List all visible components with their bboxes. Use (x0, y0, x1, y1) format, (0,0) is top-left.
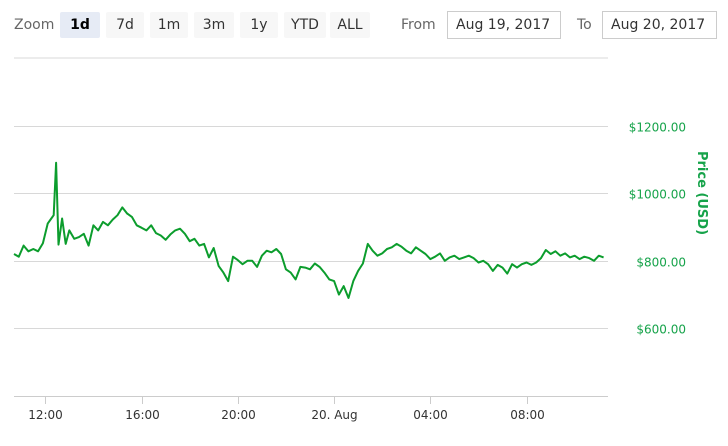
y-tick-label: $1000.00 (629, 188, 686, 202)
y-tick-label: $800.00 (636, 256, 686, 270)
x-tick-label: 08:00 (510, 408, 545, 422)
zoom-label: Zoom (14, 17, 55, 33)
x-tick-label: 20. Aug (311, 408, 357, 422)
range-selector-toolbar: Zoom 1d 7d 1m 3m 1y YTD ALL From Aug 19,… (0, 0, 728, 50)
y-tick-label: $1200.00 (629, 121, 686, 135)
x-tick-label: 12:00 (28, 408, 63, 422)
y-axis-title: Price (USD) (694, 151, 709, 235)
to-date-input[interactable]: Aug 20, 2017 (602, 11, 717, 39)
to-label: To (577, 17, 592, 33)
x-ticks: 12:00 16:00 20:00 20. Aug 04:00 08:00 (28, 396, 545, 422)
y-tick-label: $600.00 (636, 323, 686, 337)
zoom-button-1d[interactable]: 1d (60, 12, 100, 38)
zoom-button-ytd[interactable]: YTD (284, 12, 326, 38)
zoom-button-all[interactable]: ALL (330, 12, 370, 38)
gridlines (14, 126, 608, 329)
price-series-line (13, 161, 604, 299)
zoom-button-3m[interactable]: 3m (194, 12, 234, 38)
x-tick-label: 20:00 (221, 408, 256, 422)
zoom-button-1y[interactable]: 1y (240, 12, 278, 38)
y-ticks: $600.00 $800.00 $1000.00 $1200.00 (629, 121, 686, 337)
from-label: From (401, 17, 436, 33)
zoom-button-1m[interactable]: 1m (150, 12, 188, 38)
x-tick-label: 04:00 (413, 408, 448, 422)
from-date-input[interactable]: Aug 19, 2017 (447, 11, 561, 39)
zoom-button-7d[interactable]: 7d (106, 12, 144, 38)
x-tick-label: 16:00 (125, 408, 160, 422)
